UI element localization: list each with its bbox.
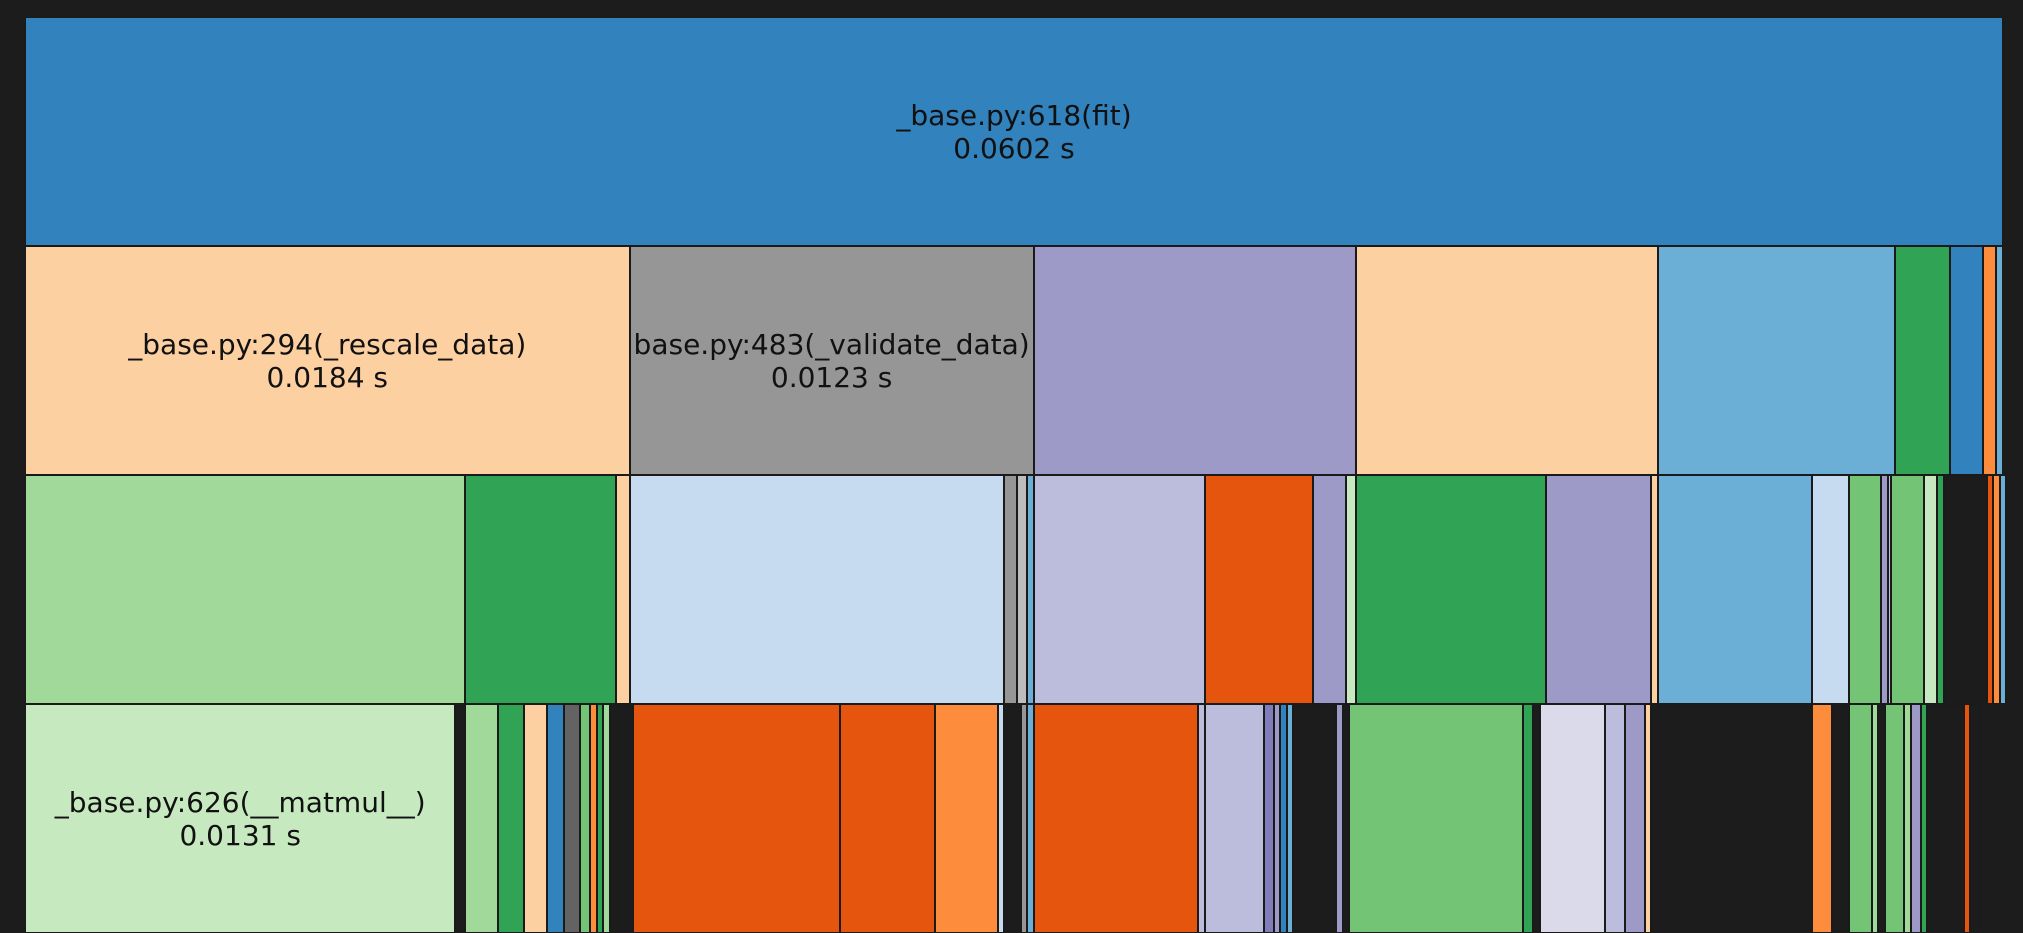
icicle-cell[interactable] <box>1286 704 1294 933</box>
icicle-cell[interactable] <box>1004 475 1018 704</box>
cell-time-label: 0.0184 s <box>266 360 389 394</box>
icicle-cell[interactable] <box>1644 704 1652 933</box>
icicle-cell[interactable] <box>1313 475 1346 704</box>
icicle-cell[interactable] <box>1983 246 1997 475</box>
icicle-cell[interactable] <box>1920 704 1928 933</box>
icicle-cell[interactable] <box>935 704 998 933</box>
icicle-cell[interactable] <box>1033 704 1198 933</box>
icicle-cell[interactable] <box>1812 475 1849 704</box>
icicle-cell[interactable] <box>1658 475 1813 704</box>
icicle-cell[interactable] <box>1832 704 1849 933</box>
icicle-cell[interactable] <box>1263 704 1274 933</box>
icicle-cell[interactable]: _base.py:618(fit) 0.0602 s <box>25 17 2003 246</box>
cell-time-label: 0.0602 s <box>953 131 1075 165</box>
icicle-cell[interactable] <box>1027 475 1034 704</box>
icicle-cell[interactable] <box>1605 704 1626 933</box>
icicle-cell[interactable] <box>1342 704 1350 933</box>
icicle-cell[interactable] <box>1904 704 1911 933</box>
icicle-cell[interactable] <box>1993 475 2000 704</box>
icicle-cell[interactable] <box>1891 475 1925 704</box>
icicle-cell[interactable] <box>1539 704 1606 933</box>
icicle-cell[interactable] <box>1355 246 1658 475</box>
icicle-cell[interactable] <box>1924 475 1938 704</box>
icicle-cell[interactable] <box>580 704 591 933</box>
cell-time-label: 0.0123 s <box>770 360 893 394</box>
icicle-cell[interactable] <box>1986 475 1994 704</box>
icicle-cell[interactable]: base.py:483(_validate_data) 0.0123 s <box>629 246 1034 475</box>
icicle-cell[interactable] <box>465 475 617 704</box>
icicle-cell[interactable] <box>1273 704 1281 933</box>
icicle-cell[interactable] <box>1894 246 1951 475</box>
icicle-cell[interactable] <box>1523 704 1534 933</box>
icicle-cell[interactable] <box>1848 704 1872 933</box>
cell-function-label: base.py:483(_validate_data) <box>633 327 1030 361</box>
icicle-cell[interactable] <box>1017 475 1028 704</box>
icicle-cell[interactable] <box>1625 704 1645 933</box>
icicle-cell[interactable] <box>1911 704 1921 933</box>
icicle-cell[interactable] <box>1999 475 2007 704</box>
icicle-cell[interactable] <box>563 704 581 933</box>
icicle-cell[interactable] <box>1970 704 1980 933</box>
icicle-cell[interactable] <box>1033 246 1356 475</box>
icicle-cell[interactable] <box>1345 475 1356 704</box>
icicle-cell[interactable] <box>1950 246 1984 475</box>
icicle-cell[interactable] <box>1033 475 1205 704</box>
icicle-cell[interactable] <box>1848 475 1882 704</box>
icicle-cell[interactable] <box>839 704 936 933</box>
icicle-cell[interactable] <box>1996 246 2003 475</box>
icicle-cell[interactable] <box>1658 246 1895 475</box>
icicle-cell[interactable] <box>629 475 1005 704</box>
icicle-cell[interactable] <box>596 704 604 933</box>
icicle-cell[interactable] <box>25 475 466 704</box>
icicle-cell[interactable]: _base.py:294(_rescale_data) 0.0184 s <box>25 246 630 475</box>
icicle-cell[interactable] <box>1651 704 1813 933</box>
cell-function-label: _base.py:618(fit) <box>896 98 1132 132</box>
icicle-cell[interactable] <box>632 704 840 933</box>
icicle-cell[interactable] <box>1293 704 1336 933</box>
icicle-cell[interactable] <box>1004 704 1021 933</box>
icicle-cell[interactable] <box>1546 475 1652 704</box>
icicle-cell[interactable] <box>1927 704 1964 933</box>
icicle-cell[interactable] <box>1963 704 1971 933</box>
icicle-cell[interactable] <box>1355 475 1547 704</box>
icicle-cell[interactable] <box>1349 704 1524 933</box>
icicle-cell[interactable] <box>1812 704 1833 933</box>
icicle-cell[interactable] <box>1888 475 1892 704</box>
icicle-cell[interactable] <box>1204 704 1264 933</box>
icicle-cell[interactable] <box>465 704 499 933</box>
icicle-cell[interactable] <box>524 704 548 933</box>
icicle-cell[interactable] <box>455 704 466 933</box>
icicle-cell[interactable] <box>1881 475 1888 704</box>
icicle-cell[interactable] <box>1651 475 1658 704</box>
icicle-cell[interactable] <box>1020 704 1028 933</box>
icicle-cell[interactable] <box>1871 704 1879 933</box>
icicle-cell[interactable] <box>1204 475 1313 704</box>
icicle-cell[interactable] <box>609 704 633 933</box>
icicle-cell[interactable]: _base.py:626(__matmul__) 0.0131 s <box>25 704 456 933</box>
cell-function-label: _base.py:626(__matmul__) <box>54 785 426 819</box>
icicle-cell[interactable] <box>616 475 630 704</box>
icicle-cell[interactable] <box>1884 704 1905 933</box>
icicle-cell[interactable] <box>498 704 525 933</box>
cell-time-label: 0.0131 s <box>179 818 301 852</box>
cell-function-label: _base.py:294(_rescale_data) <box>128 327 527 361</box>
icicle-cell[interactable] <box>547 704 564 933</box>
icicle-cell[interactable] <box>1943 475 1987 704</box>
icicle-cell[interactable] <box>997 704 1005 933</box>
icicle-cell[interactable] <box>1937 475 1944 704</box>
